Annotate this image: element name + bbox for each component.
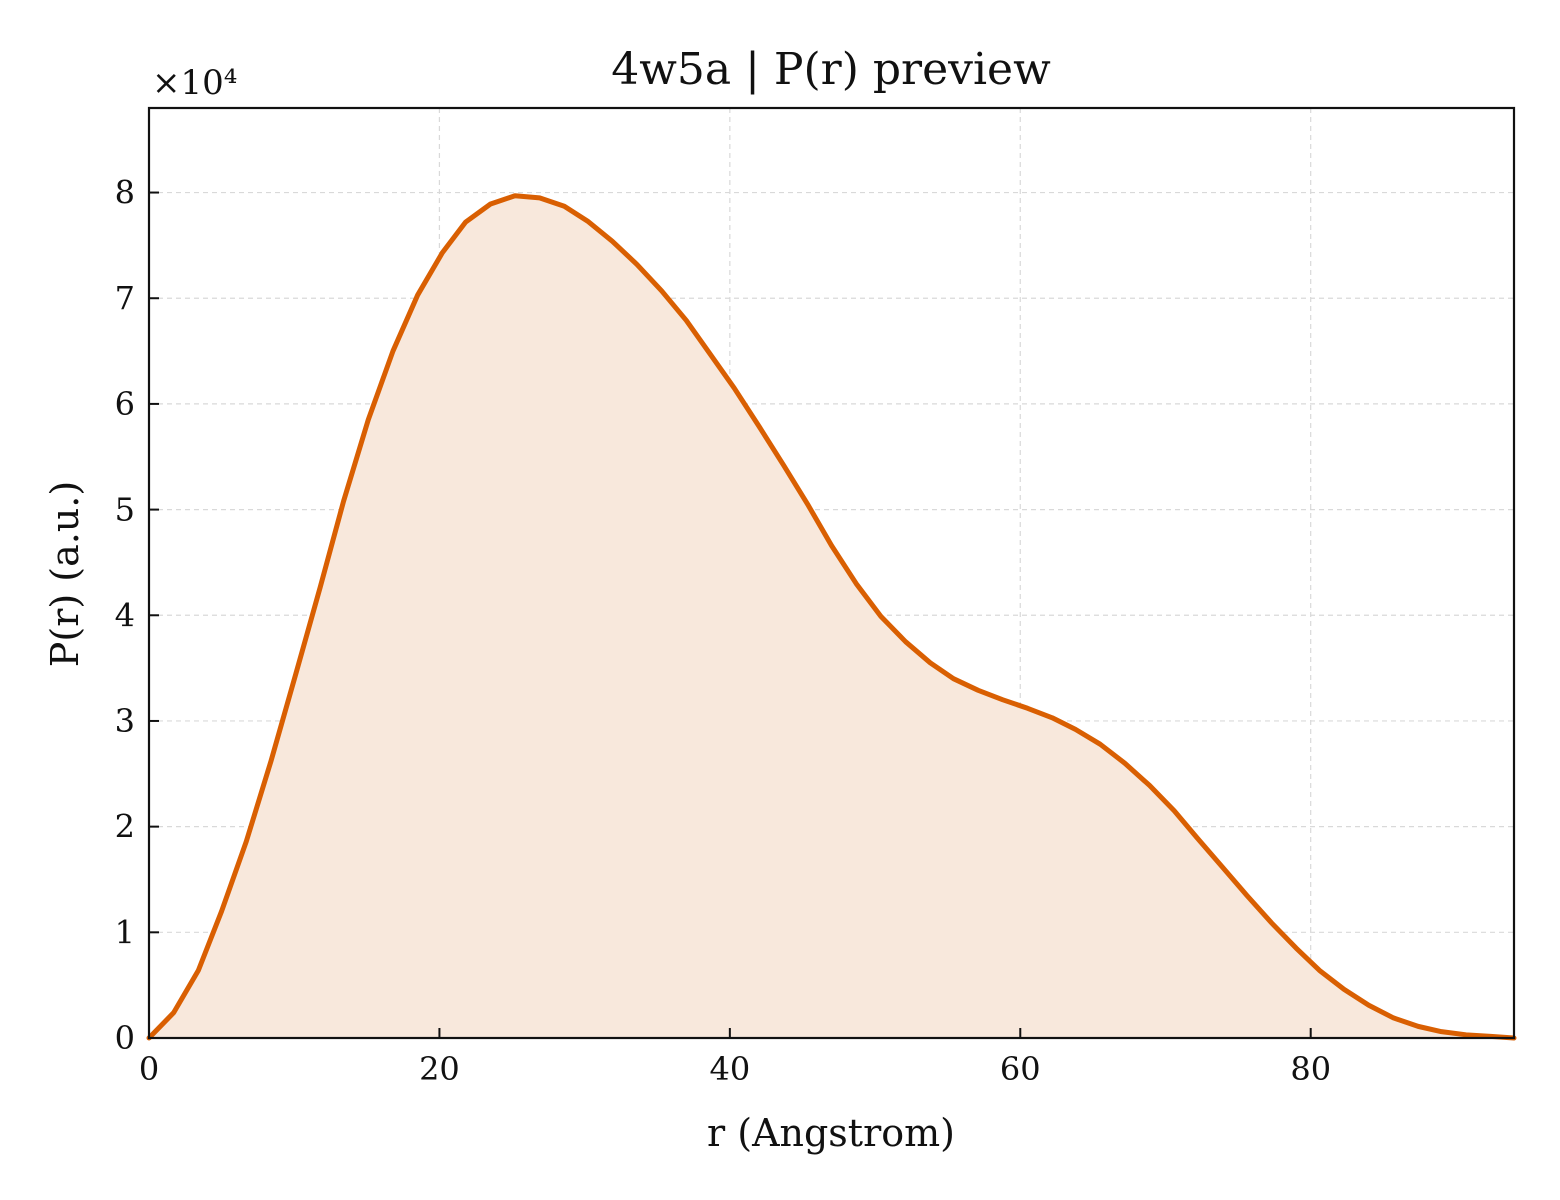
y-tick-label: 5 xyxy=(115,491,135,529)
y-tick-label: 8 xyxy=(115,174,135,212)
pr-line xyxy=(146,193,1517,1041)
y-tick-label: 0 xyxy=(115,1019,135,1057)
x-tick-label: 0 xyxy=(139,1050,159,1088)
pr-area-fill xyxy=(149,195,1514,1038)
x-axis-label: r (Angstrom) xyxy=(707,1111,955,1155)
y-tick-label: 4 xyxy=(115,596,135,634)
chart-title: 4w5a | P(r) preview xyxy=(611,44,1051,95)
y-tick-label: 1 xyxy=(115,913,135,951)
y-axis-multiplier-label: ×10⁴ xyxy=(152,63,237,103)
x-tick-label: 60 xyxy=(1000,1050,1041,1088)
plot-layer: 0 20 40 60 80 0 1 2 3 4 5 6 7 8 xyxy=(115,106,1517,1088)
x-tick-label: 40 xyxy=(709,1050,750,1088)
x-tick-label: 80 xyxy=(1290,1050,1331,1088)
y-tick-label: 2 xyxy=(115,808,135,846)
y-tick-label: 6 xyxy=(115,385,135,423)
x-tick-label: 20 xyxy=(419,1050,460,1088)
y-tick-label: 7 xyxy=(115,279,135,317)
y-tick-label: 3 xyxy=(115,702,135,740)
y-axis-label: P(r) (a.u.) xyxy=(43,481,87,667)
plot-frame xyxy=(147,106,1516,1040)
